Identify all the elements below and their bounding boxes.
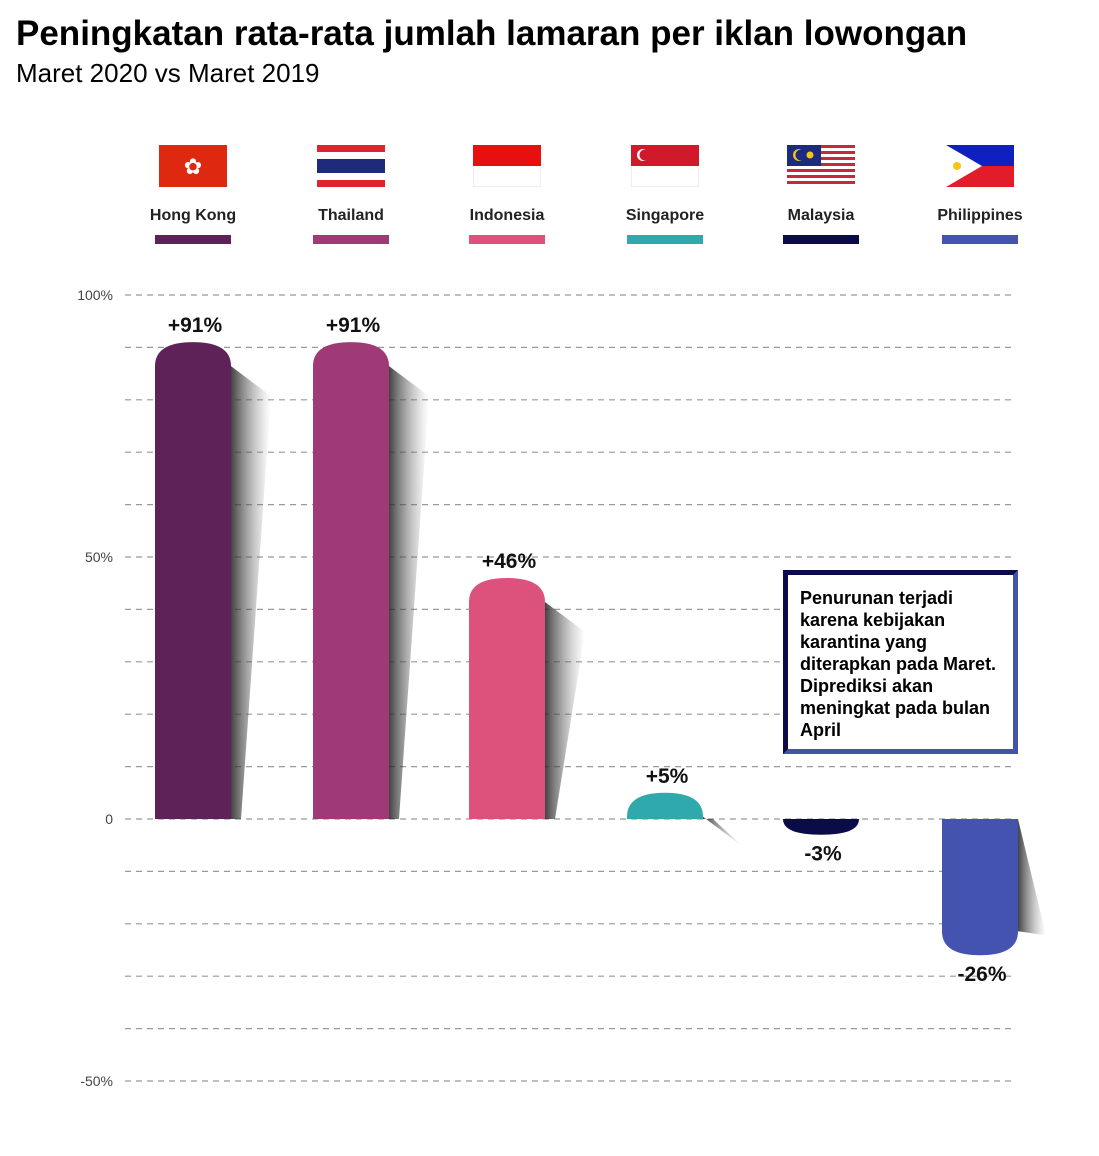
legend-item: Indonesia <box>447 145 567 244</box>
data-label: -3% <box>804 843 842 866</box>
bar-malaysia <box>783 819 859 835</box>
legend-swatch <box>627 235 703 244</box>
legend-label: Philippines <box>937 207 1023 224</box>
legend-swatch <box>469 235 545 244</box>
legend-item: Philippines <box>920 145 1040 244</box>
y-tick-label: 0 <box>105 811 113 827</box>
bar-shadow <box>1018 819 1046 936</box>
flag-icon <box>631 145 699 187</box>
legend-item: Thailand <box>291 145 411 244</box>
y-tick-label: 50% <box>85 549 113 565</box>
legend-label: Thailand <box>318 207 384 224</box>
bar-thailand <box>313 342 389 819</box>
chart-subtitle: Maret 2020 vs Maret 2019 <box>16 58 320 88</box>
bar-shadow <box>389 366 429 819</box>
bar-shadow <box>703 816 743 847</box>
bar-philippines <box>942 819 1018 956</box>
data-label: +91% <box>326 314 381 337</box>
chart-title: Peningkatan rata-rata jumlah lamaran per… <box>16 14 968 53</box>
y-tick-label: 100% <box>77 287 113 303</box>
legend-swatch <box>783 235 859 244</box>
legend-label: Singapore <box>625 207 705 224</box>
flag-icon <box>317 145 385 187</box>
legend-item: ✿ Hong Kong <box>133 145 253 244</box>
data-label: +91% <box>168 314 223 337</box>
bar-shadow <box>545 601 585 819</box>
legend-item: Malaysia <box>761 145 881 244</box>
annotation-text: Penurunan terjadi karena kebijakan karan… <box>800 588 997 740</box>
legend-swatch <box>313 235 389 244</box>
legend-label: Hong Kong <box>149 207 237 224</box>
legend-label: Indonesia <box>469 207 545 224</box>
legend-swatch <box>942 235 1018 244</box>
legend-swatch <box>155 235 231 244</box>
legend-item: Singapore <box>605 145 725 244</box>
bar-indonesia <box>469 577 545 819</box>
bar-shadow <box>231 366 271 819</box>
flag-icon: ✿ <box>159 145 227 187</box>
data-label: +5% <box>646 765 689 788</box>
flag-icon <box>787 145 855 187</box>
flag-icon <box>473 145 541 187</box>
y-tick-label: -50% <box>80 1073 113 1089</box>
legend-label: Malaysia <box>787 207 855 224</box>
data-label: +46% <box>482 550 537 573</box>
flag-icon <box>946 145 1014 187</box>
data-label: -26% <box>957 963 1006 986</box>
annotation-box: Penurunan terjadi karena kebijakan karan… <box>783 570 1018 754</box>
bar-hong-kong <box>155 342 231 819</box>
bar-singapore <box>627 792 703 819</box>
svg-text:✿: ✿ <box>184 154 202 179</box>
